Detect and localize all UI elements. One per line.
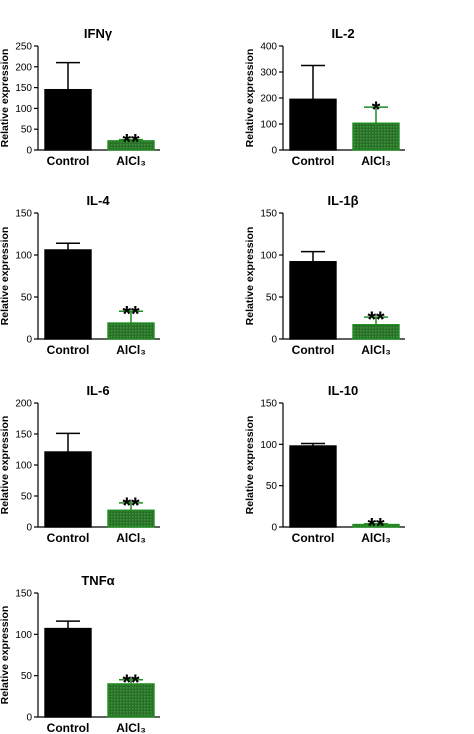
x-tick-label: AlCl₃ — [116, 721, 146, 734]
y-tick-label: 100 — [260, 440, 277, 451]
y-tick-label: 200 — [15, 62, 32, 73]
x-tick-label: AlCl₃ — [361, 154, 391, 168]
chart-title: IL-1β — [327, 193, 358, 208]
x-tick-label: Control — [292, 531, 335, 545]
y-tick-label: 50 — [21, 125, 33, 136]
significance-label: ** — [122, 301, 140, 326]
y-tick-label: 0 — [271, 146, 277, 157]
bar-control — [289, 261, 337, 340]
significance-label: ** — [367, 307, 385, 332]
chart-panel: TNFα Relative expression 0 50 100 150 Control A… — [0, 573, 160, 734]
x-tick-label: Control — [47, 343, 90, 357]
chart-panel: IL-10 Relative expression 0 50 100 150 Control… — [244, 383, 405, 545]
chart-panel: IL-1β Relative expression 0 50 100 150 Control… — [244, 193, 405, 357]
chart-panel: IL-6 Relative expression 0 50 100 150 200 Contr… — [0, 383, 160, 545]
chart-title: IFNγ — [84, 26, 113, 41]
x-tick-label: AlCl₃ — [361, 531, 391, 545]
y-tick-label: 200 — [260, 94, 277, 105]
y-tick-label: 50 — [266, 481, 278, 492]
chart-title: TNFα — [81, 573, 114, 588]
chart-title: IL-4 — [86, 193, 110, 208]
bar-alcl3 — [107, 683, 155, 718]
y-tick-label: 150 — [15, 83, 32, 94]
x-tick-label: AlCl₃ — [116, 343, 146, 357]
bar-control — [289, 445, 337, 528]
x-tick-label: AlCl₃ — [116, 154, 146, 168]
bar-control — [44, 627, 92, 718]
bar-control — [44, 88, 92, 151]
bar-control — [44, 451, 92, 528]
y-tick-label: 250 — [15, 42, 32, 53]
y-tick-label: 0 — [271, 335, 277, 346]
y-tick-label: 100 — [15, 104, 32, 115]
x-tick-label: AlCl₃ — [361, 343, 391, 357]
y-tick-label: 150 — [260, 209, 277, 220]
y-axis-label: Relative expression — [0, 49, 11, 148]
bar-alcl3 — [107, 322, 155, 340]
y-axis-label: Relative expression — [244, 416, 256, 515]
significance-label: ** — [367, 514, 385, 539]
bar-alcl3 — [107, 140, 155, 151]
bar-control — [289, 98, 337, 151]
chart-title: IL-2 — [331, 26, 354, 41]
y-tick-label: 50 — [21, 492, 33, 503]
y-tick-label: 400 — [260, 42, 277, 53]
y-tick-label: 0 — [26, 146, 32, 157]
chart-panel: IL-4 Relative expression 0 50 100 150 Control A… — [0, 193, 160, 357]
x-tick-label: Control — [47, 531, 90, 545]
bar-alcl3 — [352, 523, 400, 528]
significance-label: ** — [122, 670, 140, 695]
y-tick-label: 150 — [15, 589, 32, 600]
chart-panel: IL-2 Relative expression 0 100 200 300 400 Cont… — [244, 26, 405, 168]
y-tick-label: 0 — [271, 523, 277, 534]
x-tick-label: Control — [292, 343, 335, 357]
chart-panel: IFNγ Relative expression 0 50 100 150 200 250 Co… — [0, 26, 160, 168]
y-tick-label: 100 — [260, 120, 277, 131]
y-tick-label: 50 — [266, 293, 278, 304]
y-tick-label: 100 — [260, 251, 277, 262]
y-tick-label: 150 — [15, 430, 32, 441]
y-axis-label: Relative expression — [244, 49, 256, 148]
y-tick-label: 200 — [15, 399, 32, 410]
chart-title: IL-10 — [328, 383, 358, 398]
y-tick-label: 150 — [15, 209, 32, 220]
bar-alcl3 — [107, 509, 155, 528]
y-axis-label: Relative expression — [244, 227, 256, 326]
y-tick-label: 100 — [15, 461, 32, 472]
x-tick-label: Control — [292, 154, 335, 168]
significance-label: * — [372, 97, 381, 122]
y-tick-label: 0 — [26, 523, 32, 534]
x-tick-label: Control — [47, 154, 90, 168]
y-tick-label: 50 — [21, 671, 33, 682]
y-axis-label: Relative expression — [0, 606, 11, 705]
y-tick-label: 0 — [26, 335, 32, 346]
x-tick-label: Control — [47, 721, 90, 734]
y-tick-label: 0 — [26, 713, 32, 724]
bar-alcl3 — [352, 122, 400, 151]
significance-label: ** — [122, 493, 140, 518]
y-axis-label: Relative expression — [0, 227, 11, 326]
y-tick-label: 150 — [260, 399, 277, 410]
significance-label: ** — [122, 130, 140, 155]
bar-alcl3 — [352, 324, 400, 340]
y-tick-label: 300 — [260, 68, 277, 79]
y-axis-label: Relative expression — [0, 416, 11, 515]
chart-title: IL-6 — [86, 383, 109, 398]
bar-control — [44, 249, 92, 340]
y-tick-label: 100 — [15, 251, 32, 262]
x-tick-label: AlCl₃ — [116, 531, 146, 545]
y-tick-label: 50 — [21, 293, 33, 304]
y-tick-label: 100 — [15, 630, 32, 641]
